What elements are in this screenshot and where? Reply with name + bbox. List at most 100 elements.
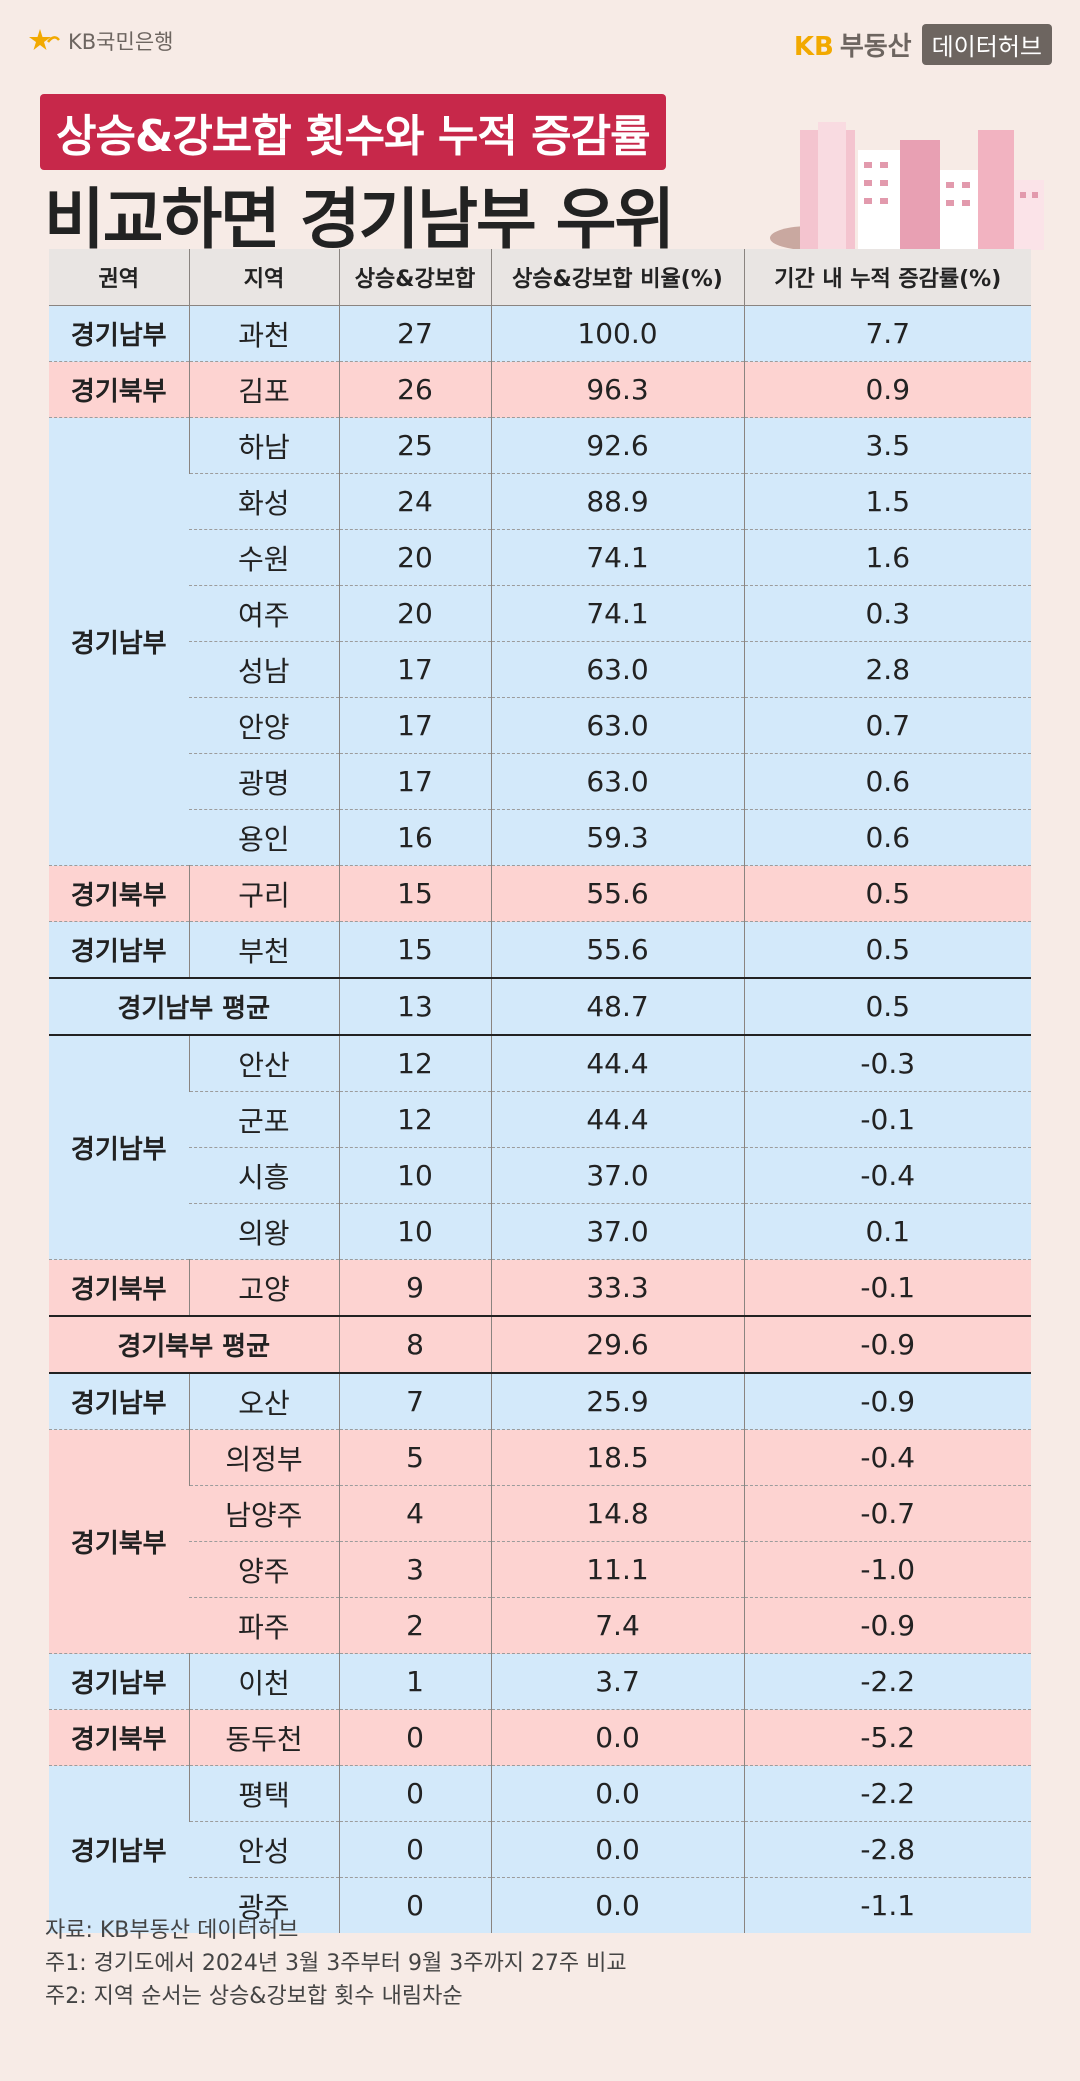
change-cell: -0.4	[743, 1147, 1031, 1204]
area-cell: 안성	[189, 1821, 339, 1878]
count-cell: 13	[338, 977, 491, 1035]
table-row: 경기북부 의정부 5 18.5 -0.4	[49, 1429, 1031, 1654]
count-cell: 24	[338, 473, 491, 530]
table-row: 경기남부 하남 25 92.6 3.5	[49, 417, 1031, 866]
ratio-cell: 37.0	[490, 1203, 744, 1260]
ratio-cell: 63.0	[490, 753, 744, 810]
title-highlight: 상승&강보합 횟수와 누적 증감률	[40, 94, 666, 170]
area-cell: 의정부	[188, 1429, 339, 1486]
ratio-cell: 14.8	[490, 1485, 744, 1542]
table-row: 안양 17 63.0 0.7	[49, 697, 1031, 754]
note-2: 주2: 지역 순서는 상승&강보합 횟수 내림차순	[45, 1984, 463, 2009]
bank-name: KB국민은행	[68, 30, 174, 54]
count-cell: 7	[338, 1372, 491, 1430]
ratio-cell: 63.0	[490, 641, 744, 698]
area-cell: 남양주	[189, 1485, 339, 1542]
change-cell: -1.1	[743, 1877, 1031, 1933]
area-cell: 고양	[188, 1259, 339, 1316]
region-cell: 경기북부	[49, 1259, 189, 1316]
table-row: 경기북부 구리 15 55.6 0.5	[49, 865, 1031, 922]
col-region: 권역	[49, 249, 189, 306]
area-cell: 평택	[188, 1765, 339, 1822]
count-cell: 4	[338, 1485, 491, 1542]
ratio-cell: 3.7	[490, 1653, 744, 1710]
region-cell: 경기북부	[49, 1709, 189, 1766]
count-cell: 3	[338, 1541, 491, 1598]
brand-site: 부동산	[839, 32, 912, 62]
table-row: 양주 3 11.1 -1.0	[49, 1541, 1031, 1598]
count-cell: 26	[338, 361, 491, 418]
table-row: 시흥 10 37.0 -0.4	[49, 1147, 1031, 1204]
table-row: 경기남부 과천 27 100.0 7.7	[49, 305, 1031, 362]
region-cell: 경기북부	[49, 361, 189, 418]
change-cell: -0.1	[743, 1259, 1031, 1316]
table-row: 경기남부 오산 7 25.9 -0.9	[49, 1372, 1031, 1430]
count-cell: 10	[338, 1203, 491, 1260]
ratio-cell: 74.1	[490, 585, 744, 642]
average-label: 경기북부 평균	[49, 1315, 339, 1373]
change-cell: 3.5	[743, 417, 1031, 474]
area-cell: 광주	[189, 1877, 339, 1933]
area-cell: 구리	[188, 865, 339, 922]
count-cell: 10	[338, 1147, 491, 1204]
area-cell: 부천	[188, 921, 339, 978]
ratio-cell: 44.4	[490, 1034, 744, 1092]
area-cell: 오산	[188, 1372, 339, 1430]
ratio-cell: 11.1	[490, 1541, 744, 1598]
region-cell: 경기남부	[49, 1653, 189, 1710]
count-cell: 25	[338, 417, 491, 474]
table-row: 경기북부 동두천 0 0.0 -5.2	[49, 1709, 1031, 1766]
count-cell: 20	[338, 585, 491, 642]
kb-bank-logo: KB국민은행	[28, 26, 173, 56]
ratio-cell: 48.7	[490, 977, 744, 1035]
area-cell: 하남	[188, 417, 339, 474]
col-area: 지역	[188, 249, 339, 306]
area-cell: 이천	[188, 1653, 339, 1710]
change-cell: 0.1	[743, 1203, 1031, 1260]
count-cell: 12	[338, 1034, 491, 1092]
change-cell: 0.7	[743, 697, 1031, 754]
change-cell: 0.9	[743, 361, 1031, 418]
table-row: 용인 16 59.3 0.6	[49, 809, 1031, 866]
table-row: 파주 2 7.4 -0.9	[49, 1597, 1031, 1654]
kb-realestate-logo: KB 부동산 데이터허브	[794, 24, 1052, 65]
table-row: 경기북부 김포 26 96.3 0.9	[49, 361, 1031, 418]
count-cell: 8	[338, 1315, 491, 1373]
table-row: 광명 17 63.0 0.6	[49, 753, 1031, 810]
ratio-cell: 0.0	[490, 1765, 744, 1822]
area-cell: 수원	[189, 529, 339, 586]
count-cell: 0	[338, 1877, 491, 1933]
count-cell: 17	[338, 641, 491, 698]
count-cell: 16	[338, 809, 491, 866]
ratio-cell: 25.9	[490, 1372, 744, 1430]
change-cell: -2.8	[743, 1821, 1031, 1878]
ratio-cell: 55.6	[490, 865, 744, 922]
change-cell: 0.5	[743, 921, 1031, 978]
ratio-cell: 63.0	[490, 697, 744, 754]
count-cell: 9	[338, 1259, 491, 1316]
area-cell: 군포	[189, 1091, 339, 1148]
ratio-cell: 29.6	[490, 1315, 744, 1373]
change-cell: 0.6	[743, 809, 1031, 866]
area-cell: 동두천	[188, 1709, 339, 1766]
table-row: 경기남부 안산 12 44.4 -0.3	[49, 1034, 1031, 1260]
count-cell: 1	[338, 1653, 491, 1710]
area-cell: 안산	[188, 1034, 339, 1092]
ratio-cell: 0.0	[490, 1821, 744, 1878]
count-cell: 12	[338, 1091, 491, 1148]
source-note: 자료: KB부동산 데이터허브	[45, 1918, 299, 1943]
change-cell: -0.7	[743, 1485, 1031, 1542]
area-cell: 양주	[189, 1541, 339, 1598]
change-cell: -5.2	[743, 1709, 1031, 1766]
region-cell: 경기북부	[49, 865, 189, 922]
table-row: 경기남부 부천 15 55.6 0.5	[49, 921, 1031, 978]
table-row: 남양주 4 14.8 -0.7	[49, 1485, 1031, 1542]
count-cell: 15	[338, 865, 491, 922]
ratio-cell: 88.9	[490, 473, 744, 530]
table-row: 여주 20 74.1 0.3	[49, 585, 1031, 642]
note-1: 주1: 경기도에서 2024년 3월 3주부터 9월 3주까지 27주 비교	[45, 1951, 627, 1976]
count-cell: 27	[338, 305, 491, 362]
page-title: 비교하면 경기남부 우위	[44, 181, 675, 258]
region-cell: 경기남부	[49, 1372, 189, 1430]
change-cell: -1.0	[743, 1541, 1031, 1598]
